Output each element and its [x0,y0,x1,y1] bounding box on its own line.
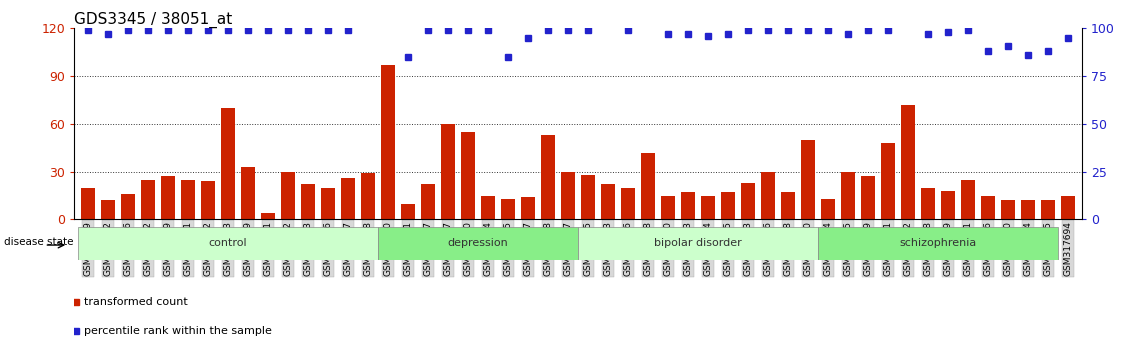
Bar [141,179,155,219]
Bar [221,108,235,219]
Bar [461,132,475,219]
Text: schizophrenia: schizophrenia [900,238,976,249]
Bar [361,173,375,219]
Bar [861,176,875,219]
Bar [421,184,435,219]
Bar [700,195,715,219]
Bar [181,179,195,219]
Bar [921,188,935,219]
Bar [562,172,575,219]
Bar [981,195,995,219]
Bar [579,227,818,260]
Bar [261,213,274,219]
Bar [581,175,595,219]
Bar [741,183,755,219]
Text: percentile rank within the sample: percentile rank within the sample [84,326,272,336]
Bar [382,65,395,219]
Bar [601,184,615,219]
Bar [121,194,136,219]
Bar [401,204,415,219]
Bar [541,135,555,219]
Bar [621,188,636,219]
Bar [1041,200,1055,219]
Bar [441,124,456,219]
Bar [781,193,795,219]
Bar [882,143,895,219]
Text: GDS3345 / 38051_at: GDS3345 / 38051_at [74,12,232,28]
Bar [301,184,316,219]
Bar [241,167,255,219]
Bar [681,193,695,219]
Bar [1021,200,1035,219]
Bar [161,176,175,219]
Bar [341,178,355,219]
Text: disease state: disease state [3,237,73,247]
Bar [1001,200,1015,219]
Bar [481,195,495,219]
Bar [79,227,378,260]
Bar [378,227,579,260]
Text: depression: depression [448,238,508,249]
Text: bipolar disorder: bipolar disorder [654,238,741,249]
Bar [901,105,915,219]
Bar [761,172,775,219]
Bar [961,179,975,219]
Bar [721,193,735,219]
Bar [501,199,515,219]
Bar [1062,195,1075,219]
Bar [641,153,655,219]
Bar [818,227,1058,260]
Bar [801,140,816,219]
Bar [521,197,535,219]
Bar [661,195,675,219]
Bar [321,188,335,219]
Bar [941,191,954,219]
Bar [81,188,95,219]
Bar [821,199,835,219]
Bar [101,200,115,219]
Bar [202,181,215,219]
Bar [841,172,855,219]
Bar [281,172,295,219]
Text: transformed count: transformed count [84,297,188,307]
Text: control: control [208,238,247,249]
